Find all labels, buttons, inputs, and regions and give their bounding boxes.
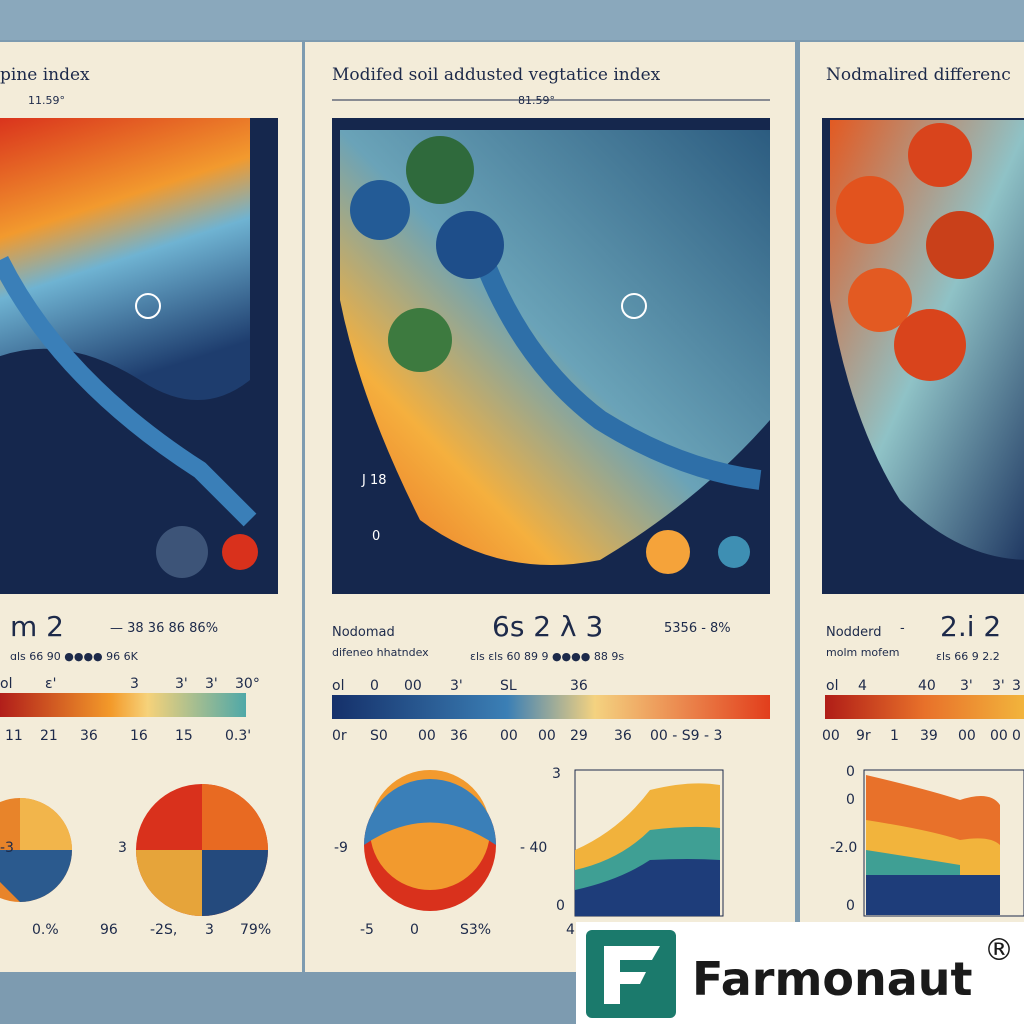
panel-sub: difeneo hhatndex [332, 646, 429, 659]
scale-bottom-label: 00 [958, 728, 976, 744]
scale-top-label: 4 [858, 678, 867, 694]
scale-top-label: ol [826, 678, 838, 694]
panel-code: 81.59° [518, 94, 555, 107]
panel-name: Nodderd [826, 625, 882, 640]
scale-top-label: 36 [570, 678, 588, 694]
logo-mark: ® [984, 933, 1014, 968]
logo: Farmonaut ® [576, 922, 1024, 1024]
chart-label: 3 [205, 922, 214, 938]
chart-label: 0 [846, 792, 855, 808]
panel-title: pine index [0, 65, 90, 85]
scale-top-label: 3 [1012, 678, 1021, 694]
scale-top-label: 3' [175, 676, 188, 692]
chart-label: 3 [118, 840, 127, 856]
big-number: m 2 [10, 610, 64, 643]
chart-label: S3% [460, 922, 491, 938]
stats: - [900, 621, 905, 636]
chart-label: -9 [334, 840, 348, 856]
big-number: 6s 2 λ 3 [492, 610, 603, 643]
panel-title: Modifed soil addusted vegtatice index [332, 65, 661, 85]
scale-top-label: ɛ' [45, 676, 56, 692]
scale-top-label: 3' [992, 678, 1005, 694]
scale-top-label: 3' [205, 676, 218, 692]
scale-bottom-label: 36 [80, 728, 98, 744]
scale-bottom-label: 29 [570, 728, 588, 744]
panel-name: Nodomad [332, 625, 395, 640]
chart-label: 0.% [32, 922, 59, 938]
chart-label: 0 [846, 898, 855, 914]
stats: 5356 - 8% [664, 621, 731, 636]
scale-bottom-label: 9r [856, 728, 871, 744]
chart-label: 96 [100, 922, 118, 938]
panel [305, 42, 795, 972]
scale-bottom-label: 00 - S9 - 3 [650, 728, 722, 744]
chart-label: 3 [552, 766, 561, 782]
scale-bottom-label: 0.3' [225, 728, 251, 744]
legend: ɛls ɛls 60 89 9 ●●●● 88 9s [470, 650, 624, 663]
scale-bottom-label: S0 [370, 728, 388, 744]
panel-title: Nodmalired differenc [826, 65, 1011, 85]
legend: ɛls 66 9 2.2 [936, 650, 1000, 663]
chart-label: 0 [846, 764, 855, 780]
sky [0, 0, 1024, 40]
scale-top-label: 0 [370, 678, 379, 694]
scale-bottom-label: 00 [822, 728, 840, 744]
chart-label: - 40 [520, 840, 547, 856]
scale-top-label: 3 [130, 676, 139, 692]
chart-label: 79% [240, 922, 271, 938]
chart-label: -5 [360, 922, 374, 938]
logo-name: Farmonaut [692, 952, 973, 1006]
scale-top-label: 00 [404, 678, 422, 694]
scale-bottom-label: 21 [40, 728, 58, 744]
scale-top-label: 40 [918, 678, 936, 694]
scale-bottom-label: 0r [332, 728, 347, 744]
scale-bottom-label: 00 [418, 728, 436, 744]
map-label: J 18 [361, 473, 387, 488]
chart-label: -2S, [150, 922, 177, 938]
scale-bottom-label: 0 [1012, 728, 1021, 744]
panel-sub: molm mofem [826, 646, 900, 659]
scale-bottom-label: 36 [450, 728, 468, 744]
stats: — 38 36 86 86% [110, 621, 218, 636]
legend: ɑls 66 90 ●●●● 96 6K [10, 650, 139, 663]
scale-bottom-label: 00 [538, 728, 556, 744]
scale-top-label: ol [332, 678, 344, 694]
scale-top-label: ol [0, 676, 12, 692]
scale-bottom-label: 00 [500, 728, 518, 744]
scale-top-label: SL [500, 678, 517, 694]
panel-code: 11.59° [28, 94, 65, 107]
scale-top-label: 30° [235, 676, 260, 692]
scale-bottom-label: 15 [175, 728, 193, 744]
scale-bottom-label: 1 [890, 728, 899, 744]
scale-top-label: 3' [450, 678, 463, 694]
scale-bottom-label: 16 [130, 728, 148, 744]
chart-label: 4 [566, 922, 575, 938]
scale-bottom-label: 11 [5, 728, 23, 744]
map-label: 0 [372, 529, 380, 544]
panel [0, 42, 302, 972]
chart-label: 0 [410, 922, 419, 938]
chart-label: -3 [0, 840, 14, 856]
chart-label: -2.0 [830, 840, 857, 856]
scale-top-label: 3' [960, 678, 973, 694]
panel [800, 42, 1024, 972]
scale-bottom-label: 36 [614, 728, 632, 744]
scale-bottom-label: 39 [920, 728, 938, 744]
scale-bottom-label: 00 [990, 728, 1008, 744]
chart-label: 0 [556, 898, 565, 914]
big-number: 2.i 2 [940, 610, 1001, 643]
